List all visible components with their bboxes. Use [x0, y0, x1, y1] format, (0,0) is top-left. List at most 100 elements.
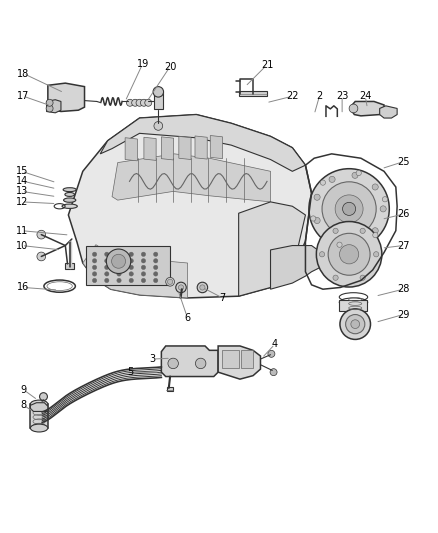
Text: 14: 14 [15, 176, 28, 186]
Polygon shape [46, 100, 61, 113]
Circle shape [117, 278, 121, 282]
Circle shape [153, 252, 158, 256]
Circle shape [166, 277, 174, 286]
Bar [239, 91, 267, 96]
Text: 29: 29 [397, 310, 410, 319]
Text: 16: 16 [17, 282, 29, 293]
Text: 20: 20 [164, 61, 176, 71]
Circle shape [329, 235, 335, 241]
Circle shape [153, 265, 158, 270]
Circle shape [112, 254, 126, 268]
Circle shape [176, 282, 186, 293]
Circle shape [105, 272, 109, 276]
Polygon shape [161, 346, 218, 376]
Text: 10: 10 [15, 240, 28, 251]
Polygon shape [125, 138, 138, 161]
Text: 11: 11 [15, 225, 28, 236]
Circle shape [373, 232, 378, 238]
Circle shape [154, 122, 162, 130]
Text: 8: 8 [20, 400, 26, 410]
Circle shape [92, 278, 97, 282]
Text: 9: 9 [20, 385, 26, 394]
Circle shape [333, 275, 338, 280]
Circle shape [92, 272, 97, 276]
Circle shape [356, 171, 361, 176]
Circle shape [333, 228, 338, 233]
Circle shape [374, 252, 379, 257]
Ellipse shape [64, 198, 76, 203]
Bar [65, 263, 74, 269]
Circle shape [92, 265, 97, 270]
Text: 2: 2 [316, 91, 322, 101]
Ellipse shape [65, 192, 74, 197]
Circle shape [343, 203, 356, 215]
Text: 12: 12 [15, 197, 28, 207]
Circle shape [129, 259, 134, 263]
Polygon shape [352, 101, 384, 116]
Circle shape [46, 99, 53, 106]
Circle shape [320, 180, 325, 185]
Circle shape [141, 272, 146, 276]
Circle shape [117, 265, 121, 270]
Circle shape [129, 272, 134, 276]
Circle shape [129, 252, 134, 256]
Circle shape [129, 265, 134, 270]
Text: 4: 4 [272, 339, 278, 349]
Circle shape [168, 358, 178, 369]
Circle shape [382, 197, 388, 202]
Polygon shape [380, 106, 397, 118]
Text: 5: 5 [128, 367, 134, 377]
Circle shape [352, 239, 358, 246]
Circle shape [167, 279, 173, 285]
Bar [223, 350, 239, 368]
Circle shape [351, 320, 360, 328]
Circle shape [335, 195, 363, 223]
Circle shape [117, 272, 121, 276]
Circle shape [197, 282, 208, 293]
Polygon shape [144, 138, 156, 160]
Polygon shape [195, 136, 207, 159]
Polygon shape [161, 137, 173, 160]
Text: 28: 28 [397, 284, 410, 294]
Circle shape [195, 358, 206, 369]
Polygon shape [112, 154, 271, 202]
Text: 23: 23 [336, 91, 348, 101]
Circle shape [339, 245, 359, 264]
Circle shape [37, 230, 46, 239]
Circle shape [270, 369, 277, 376]
Circle shape [46, 105, 53, 112]
Circle shape [360, 275, 365, 280]
Text: 7: 7 [219, 293, 226, 303]
Circle shape [105, 252, 109, 256]
Circle shape [329, 176, 335, 182]
Text: 24: 24 [359, 91, 371, 101]
Text: 19: 19 [137, 59, 149, 69]
Circle shape [105, 278, 109, 282]
Polygon shape [86, 246, 170, 285]
Circle shape [340, 309, 371, 340]
Circle shape [37, 252, 46, 261]
Text: 13: 13 [15, 187, 28, 196]
Ellipse shape [63, 188, 76, 192]
Circle shape [316, 222, 382, 287]
Circle shape [141, 252, 146, 256]
Polygon shape [210, 135, 223, 159]
Bar [339, 300, 367, 311]
Text: 26: 26 [397, 209, 410, 219]
Text: 18: 18 [17, 69, 29, 78]
Polygon shape [179, 136, 191, 159]
Circle shape [145, 99, 152, 106]
Bar [167, 386, 173, 391]
Text: 25: 25 [397, 157, 410, 167]
Circle shape [268, 350, 275, 357]
Bar [153, 92, 163, 109]
Circle shape [360, 228, 365, 233]
Text: 21: 21 [261, 60, 273, 70]
Circle shape [117, 259, 121, 263]
Text: 15: 15 [15, 166, 28, 176]
Circle shape [314, 194, 320, 200]
Circle shape [309, 169, 389, 249]
Circle shape [311, 216, 316, 221]
Circle shape [141, 278, 146, 282]
Circle shape [106, 249, 131, 273]
